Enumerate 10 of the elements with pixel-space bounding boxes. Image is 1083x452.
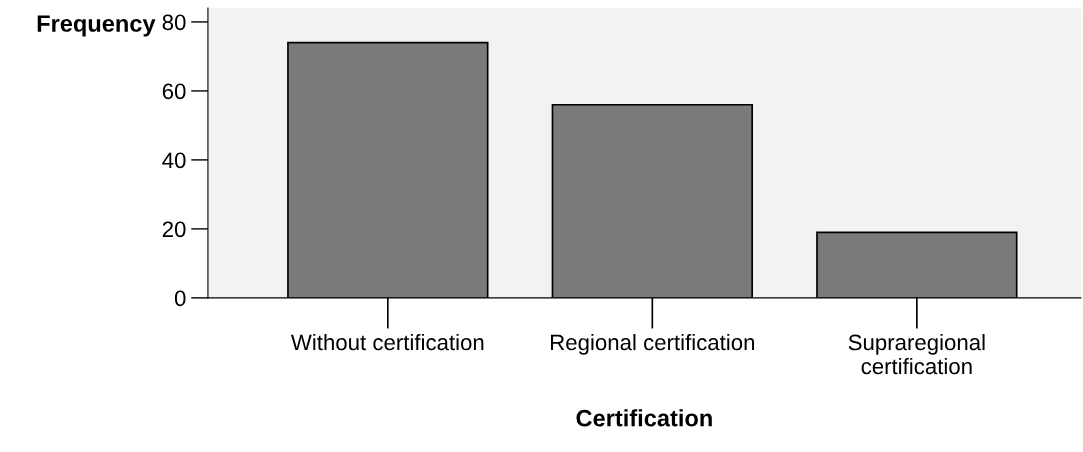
x-axis-title: Certification: [576, 409, 712, 427]
y-tick-label: 60: [162, 83, 186, 100]
y-tick-label: 20: [162, 221, 186, 238]
y-tick-label: 0: [174, 290, 186, 307]
y-tick-label: 40: [162, 152, 186, 169]
y-tick-label: 80: [162, 14, 186, 31]
x-tick-label: Without certification: [290, 333, 484, 351]
x-tick-label: Supraregional certification: [848, 333, 985, 375]
x-tick-label: Regional certification: [551, 333, 755, 355]
y-axis-title: Frequency: [37, 15, 156, 37]
